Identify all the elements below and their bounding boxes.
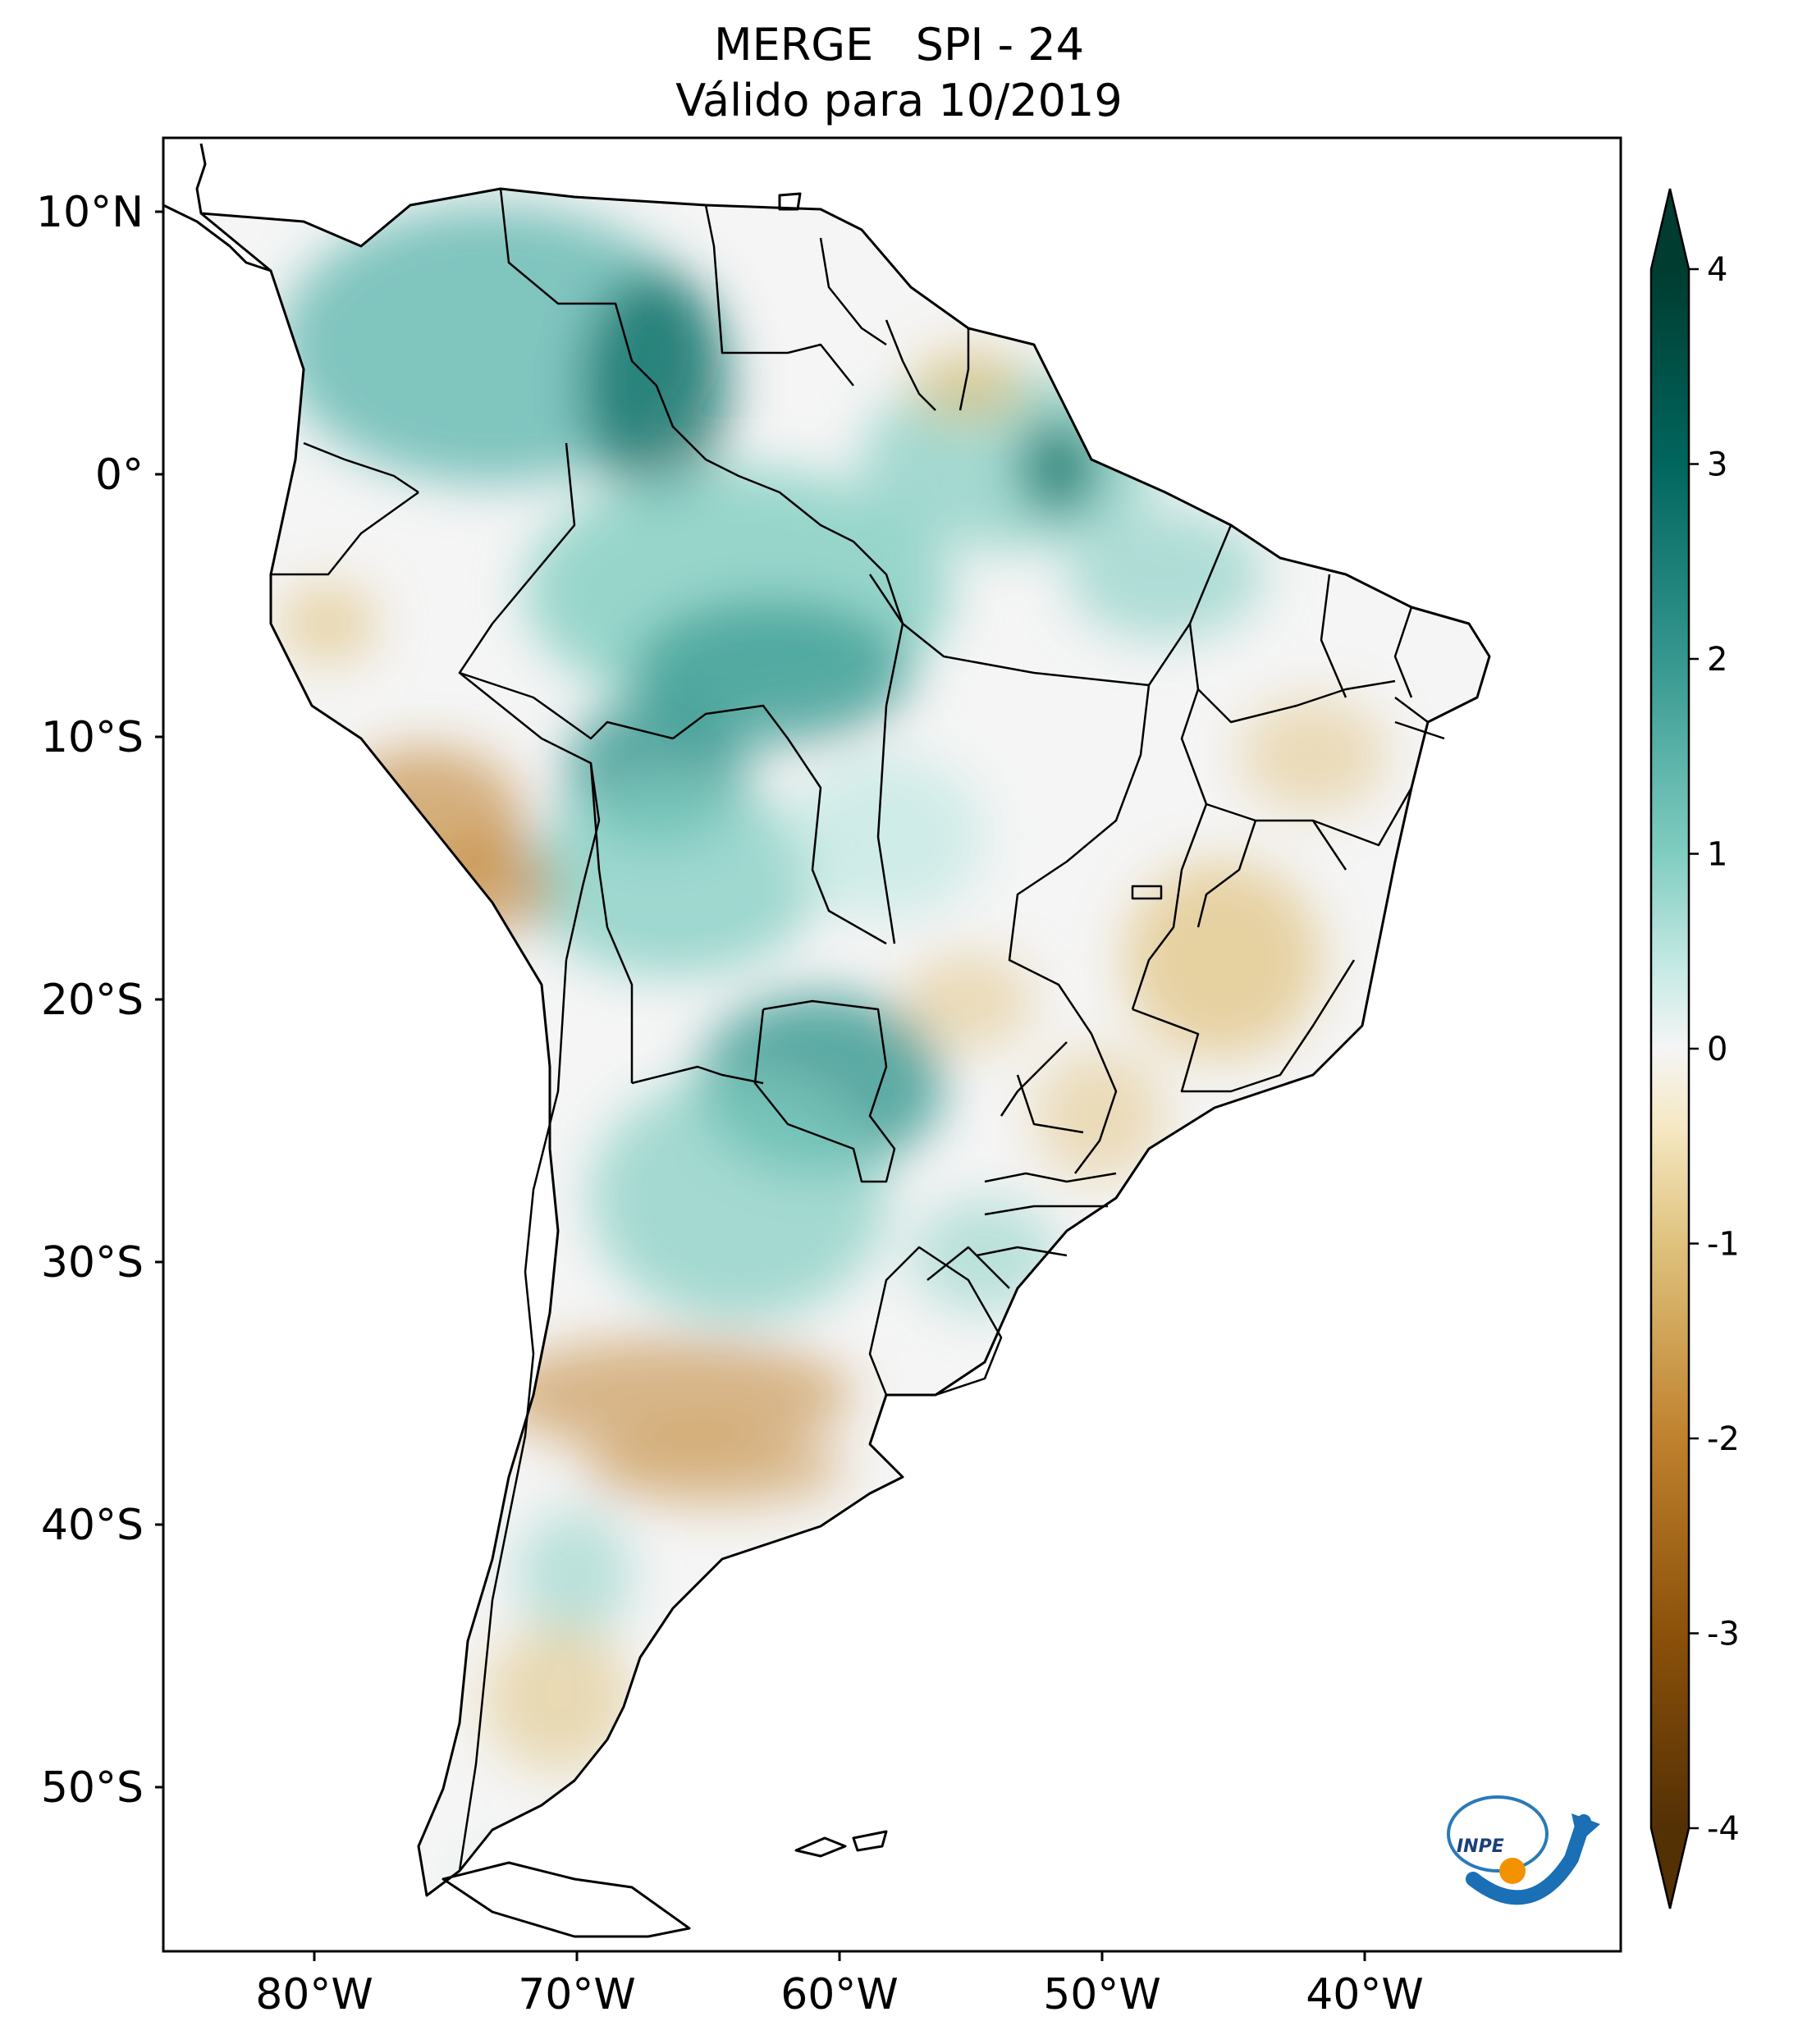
lon-tick-label: 60°W bbox=[780, 1970, 899, 2019]
colorbar-tick-label: 4 bbox=[1707, 251, 1727, 289]
colorbar-tick-label: -1 bbox=[1707, 1226, 1740, 1264]
colorbar-tick-label: -4 bbox=[1707, 1810, 1740, 1848]
logo-text: INPE bbox=[1457, 1836, 1504, 1857]
lat-tick-label: 20°S bbox=[41, 976, 144, 1025]
lat-tick-label: 40°S bbox=[41, 1501, 144, 1550]
colorbar-tick-label: 0 bbox=[1707, 1031, 1727, 1068]
colorbar-max-extend bbox=[1651, 189, 1689, 269]
longitude-tick-labels: 80°W 70°W 60°W 50°W 40°W bbox=[255, 1951, 1424, 2019]
lat-tick-label: 0° bbox=[95, 450, 144, 500]
lon-tick-label: 40°W bbox=[1306, 1970, 1424, 2019]
lat-tick-label: 50°S bbox=[41, 1763, 144, 1813]
colorbar-tick-label: -2 bbox=[1707, 1420, 1740, 1458]
colorbar-tick-label: -3 bbox=[1707, 1616, 1740, 1653]
latitude-tick-labels: 10°N 0° 10°S 20°S 30°S 40°S 50°S bbox=[36, 188, 163, 1813]
lon-tick-label: 70°W bbox=[518, 1970, 636, 2019]
colorbar: 4 3 2 1 0 -1 -2 -3 -4 bbox=[1651, 189, 1740, 1909]
lon-tick-label: 80°W bbox=[255, 1970, 373, 2019]
lat-tick-label: 10°N bbox=[36, 188, 144, 237]
colorbar-tick-label: 2 bbox=[1707, 641, 1727, 679]
colorbar-min-extend bbox=[1651, 1828, 1689, 1909]
lon-tick-label: 50°W bbox=[1043, 1970, 1161, 2019]
colorbar-tick-labels: 4 3 2 1 0 -1 -2 -3 -4 bbox=[1689, 251, 1740, 1848]
colorbar-tick-label: 3 bbox=[1707, 446, 1727, 484]
colorbar-ramp bbox=[1651, 269, 1689, 1828]
colorbar-tick-label: 1 bbox=[1707, 836, 1727, 874]
lat-tick-label: 30°S bbox=[41, 1238, 144, 1287]
lat-tick-label: 10°S bbox=[41, 713, 144, 762]
